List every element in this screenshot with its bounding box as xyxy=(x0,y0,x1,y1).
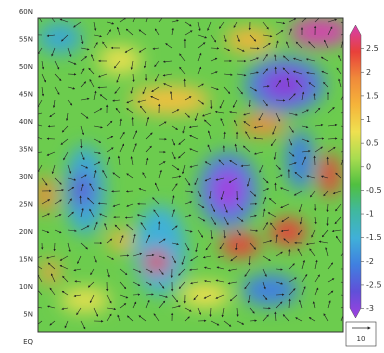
colorbar-tick-label: 1.5 xyxy=(366,91,379,100)
latitude-labels: 60N 55N 50N 45N 40N 35N 30N 25N 20N 15N 10N 5N EQ xyxy=(19,8,34,346)
colorbar: 2.5 2 1.5 1 0.5 0 -0.5 -1 -1.5 -2 -2.5 -3 xyxy=(350,25,382,318)
color-field xyxy=(33,14,350,333)
latitude-label: 55N xyxy=(19,36,33,44)
colorbar-tick-label: 2 xyxy=(366,68,371,77)
latitude-label: 45N xyxy=(19,91,33,99)
colorbar-tick-label: -0.5 xyxy=(366,186,382,195)
latitude-label: 50N xyxy=(19,63,33,71)
latitude-label: 5N xyxy=(23,311,33,319)
colorbar-body xyxy=(350,25,361,318)
colorbar-tick-label: 1 xyxy=(366,115,371,124)
colorbar-tick-label: -1 xyxy=(366,210,374,219)
latitude-label: 60N xyxy=(19,8,33,16)
latitude-label: 35N xyxy=(19,146,33,154)
latitude-label: 25N xyxy=(19,201,33,209)
colorbar-tick-label: -3 xyxy=(366,304,374,313)
colorbar-tick-label: 2.5 xyxy=(366,44,379,53)
latitude-label: 15N xyxy=(19,256,33,264)
latitude-label: 10N xyxy=(19,283,33,291)
latitude-label: 40N xyxy=(19,118,33,126)
colorbar-tick-label: 0 xyxy=(366,162,371,171)
latitude-label: 20N xyxy=(19,228,33,236)
latitude-label: EQ xyxy=(23,338,33,346)
reference-vector-label: 10 xyxy=(357,335,366,343)
colorbar-tick-label: -2 xyxy=(366,257,374,266)
colorbar-tick-label: -2.5 xyxy=(366,280,382,289)
colorbar-tick-label: 0.5 xyxy=(366,139,379,148)
latitude-label: 30N xyxy=(19,173,33,181)
colorbar-tick-label: -1.5 xyxy=(366,233,382,242)
